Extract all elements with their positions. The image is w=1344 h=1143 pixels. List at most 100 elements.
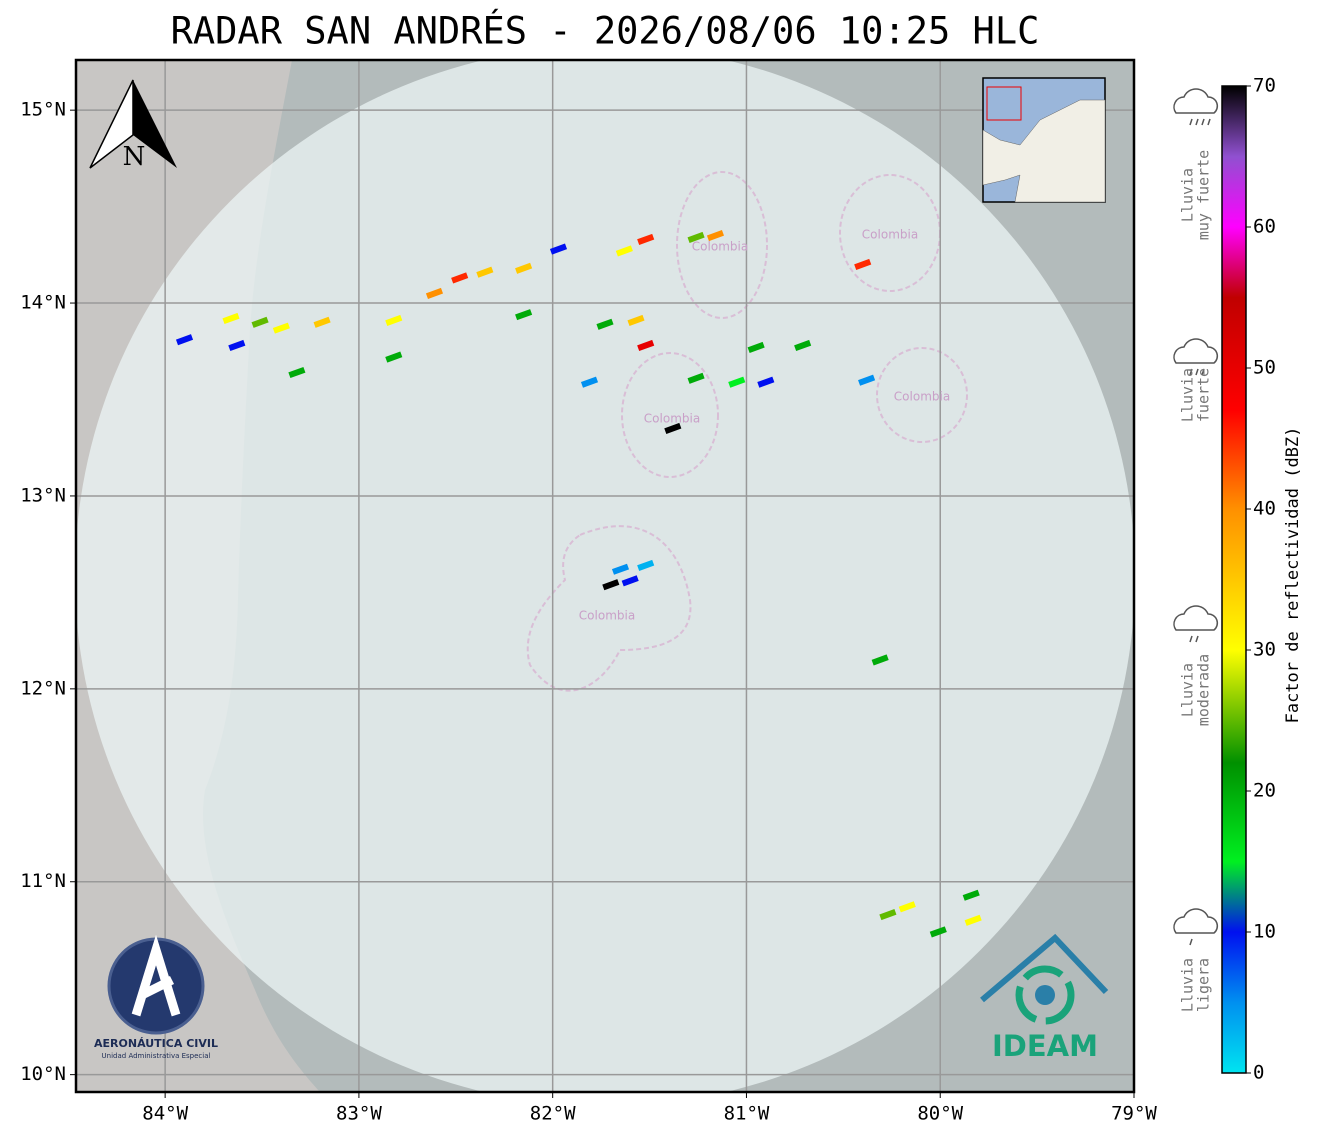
radar-echo: [175, 334, 194, 346]
aero-title: AERONÁUTICA CIVIL: [94, 1037, 218, 1050]
colorbar-tick-label: 70: [1253, 75, 1276, 97]
radar-echo: [272, 322, 290, 334]
radar-echo: [871, 654, 889, 666]
radar-echo: [228, 339, 246, 352]
radar-echo: [706, 229, 724, 242]
radar-echo: [288, 366, 306, 379]
radar-echo: [596, 318, 614, 330]
colorbar-tick-label: 0: [1253, 1062, 1264, 1084]
ideam-logo: IDEAM: [980, 933, 1109, 1063]
weather-icon-drop: [1189, 938, 1193, 946]
colorbar-tick-label: 40: [1253, 498, 1276, 520]
weather-icon-drop: [1195, 118, 1199, 126]
title: RADAR SAN ANDRÉS - 2026/08/06 10:25 HLC: [171, 9, 1040, 53]
ideam-text: IDEAM: [992, 1029, 1098, 1063]
radar-echo: [611, 563, 630, 575]
x-tick-label: 81°W: [724, 1103, 770, 1125]
y-tick-label: 14°N: [20, 292, 66, 314]
weather-icon-drop: [1195, 368, 1199, 376]
radar-echo: [515, 262, 533, 274]
radar-echo: [879, 908, 897, 921]
radar-echo: [515, 309, 533, 321]
y-tick-label: 11°N: [20, 870, 66, 892]
x-tick-label: 84°W: [142, 1103, 188, 1125]
intensity-label: Lluvia: [1179, 663, 1197, 717]
island-label: Colombia: [644, 412, 700, 426]
radar-echo: [476, 266, 494, 278]
weather-icon: [1173, 338, 1219, 364]
x-tick-label: 80°W: [917, 1103, 963, 1125]
radar-echo: [664, 422, 682, 434]
radar-echo: [747, 341, 765, 353]
radar-echo: [385, 314, 403, 326]
weather-icon-drop: [1189, 635, 1193, 643]
intensity-label: Lluvia: [1179, 168, 1197, 222]
north-label: N: [123, 142, 146, 172]
radar-echo: [794, 339, 812, 352]
weather-icon-drop: [1189, 118, 1193, 126]
inset-map: [982, 77, 1106, 203]
weather-icon: [1173, 88, 1219, 114]
colorbar-tick-label: 20: [1253, 780, 1276, 802]
radar-echo: [637, 339, 655, 352]
radar-echo: [580, 376, 599, 388]
plot-frame: [74, 58, 1136, 1094]
intensity-label: Lluvia: [1179, 958, 1197, 1012]
weather-icon-drop: [1195, 635, 1199, 643]
intensity-label: ligera: [1195, 958, 1213, 1012]
radar-echo: [222, 312, 240, 325]
radar-echo: [627, 314, 645, 326]
y-tick-label: 15°N: [20, 99, 66, 121]
colorbar: [1221, 85, 1247, 1074]
aero-subtitle: Unidad Administrativa Especial: [102, 1052, 211, 1060]
intensity-label: moderada: [1195, 654, 1213, 726]
radar-echo: [621, 575, 639, 587]
weather-icon: [1173, 605, 1219, 631]
colorbar-tick-label: 30: [1253, 639, 1276, 661]
island-label: Colombia: [862, 228, 918, 242]
radar-range: [76, 60, 1134, 1092]
weather-icon-drop: [1201, 118, 1205, 126]
y-tick-label: 10°N: [20, 1063, 66, 1085]
radar-echo: [637, 233, 655, 245]
radar-echo: [898, 901, 916, 913]
radar-echo: [313, 316, 331, 328]
intensity-label: fuerte: [1195, 368, 1213, 422]
radar-echo: [687, 372, 705, 384]
weather-icon-drop: [1207, 118, 1211, 126]
radar-echo: [858, 374, 876, 386]
radar-echo: [929, 926, 947, 938]
x-tick-label: 79°W: [1111, 1103, 1157, 1125]
weather-icon-drop: [1201, 368, 1205, 376]
y-tick-label: 13°N: [20, 484, 66, 506]
radar-echo: [615, 245, 633, 257]
map-area: Colombia Colombia Colombia Colombia Colombia…: [76, 60, 1134, 1092]
radar-echo: [964, 914, 982, 926]
island-label: Colombia: [692, 240, 748, 254]
radar-echo: [549, 243, 568, 255]
aero-logo: AERONÁUTICA CIVIL Unidad Administrativa …: [94, 934, 218, 1060]
island-label: Colombia: [894, 390, 950, 404]
radar-echo: [385, 351, 403, 363]
weather-icon-drop: [1189, 368, 1193, 376]
y-tick-label: 12°N: [20, 677, 66, 699]
intensity-label: muy fuerte: [1195, 150, 1213, 240]
radar-echo: [687, 231, 705, 244]
radar-echo: [451, 272, 469, 284]
colorbar-tick-label: 60: [1253, 216, 1276, 238]
radar-echo: [425, 287, 444, 299]
radar-echo: [602, 579, 620, 591]
x-tick-label: 82°W: [530, 1103, 576, 1125]
north-arrow: N: [89, 79, 177, 172]
x-tick-label: 83°W: [336, 1103, 382, 1125]
colorbar-tick-label: 10: [1253, 921, 1276, 943]
island-label: Colombia: [579, 609, 635, 623]
radar-echo: [962, 889, 980, 901]
intensity-label: Lluvia: [1179, 368, 1197, 422]
colorbar-label: Factor de reflectividad (dBZ): [1283, 427, 1303, 724]
radar-echo: [728, 376, 746, 388]
radar-echo: [251, 316, 269, 328]
radar-echo: [757, 376, 775, 388]
weather-icon: [1173, 908, 1219, 934]
